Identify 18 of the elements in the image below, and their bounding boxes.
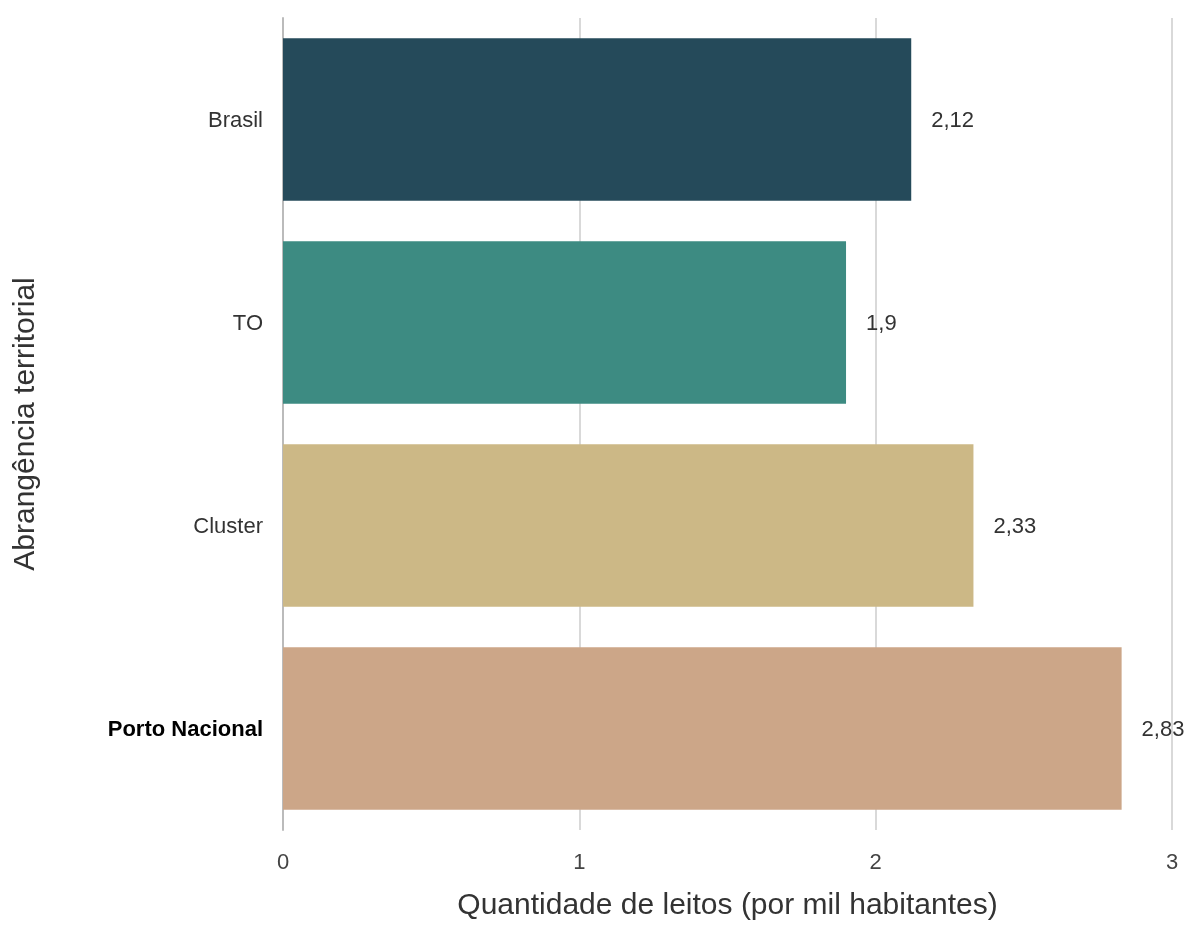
data-label: 2,33 xyxy=(993,513,1037,538)
y-tick-label: Cluster xyxy=(193,513,263,538)
bar xyxy=(283,647,1122,810)
data-label: 2,12 xyxy=(931,107,975,132)
bar xyxy=(283,444,974,607)
x-axis-title: Quantidade de leitos (por mil habitantes) xyxy=(457,886,998,920)
bar xyxy=(283,38,912,201)
x-tick-label: 0 xyxy=(276,848,290,874)
bar xyxy=(283,241,847,404)
data-label: 1,9 xyxy=(866,310,897,335)
y-axis-title: Abrangência territorial xyxy=(6,277,40,571)
x-tick-label: 1 xyxy=(573,848,586,874)
x-tick-label: 2 xyxy=(869,848,882,874)
data-label: 2,83 xyxy=(1141,716,1185,741)
y-tick-label: Brasil xyxy=(207,107,263,132)
x-tick-label: 3 xyxy=(1165,848,1179,874)
y-tick-label: Porto Nacional xyxy=(107,716,263,741)
y-tick-label: TO xyxy=(232,310,263,335)
